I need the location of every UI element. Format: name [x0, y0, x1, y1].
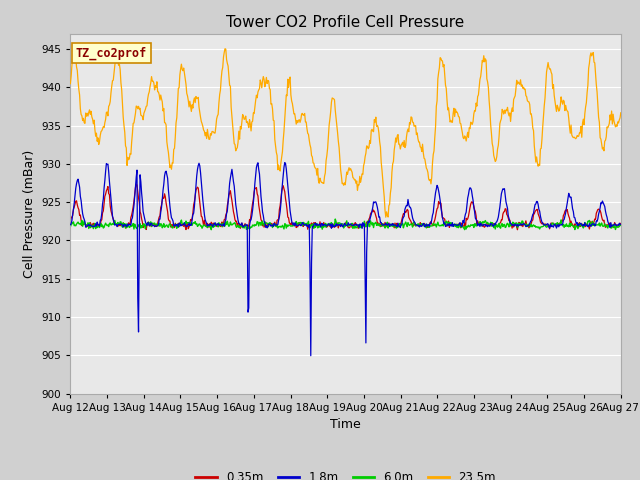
- Y-axis label: Cell Pressure (mBar): Cell Pressure (mBar): [23, 149, 36, 278]
- Text: TZ_co2prof: TZ_co2prof: [76, 46, 147, 60]
- X-axis label: Time: Time: [330, 418, 361, 431]
- Title: Tower CO2 Profile Cell Pressure: Tower CO2 Profile Cell Pressure: [227, 15, 465, 30]
- Legend: 0.35m, 1.8m, 6.0m, 23.5m: 0.35m, 1.8m, 6.0m, 23.5m: [191, 466, 500, 480]
